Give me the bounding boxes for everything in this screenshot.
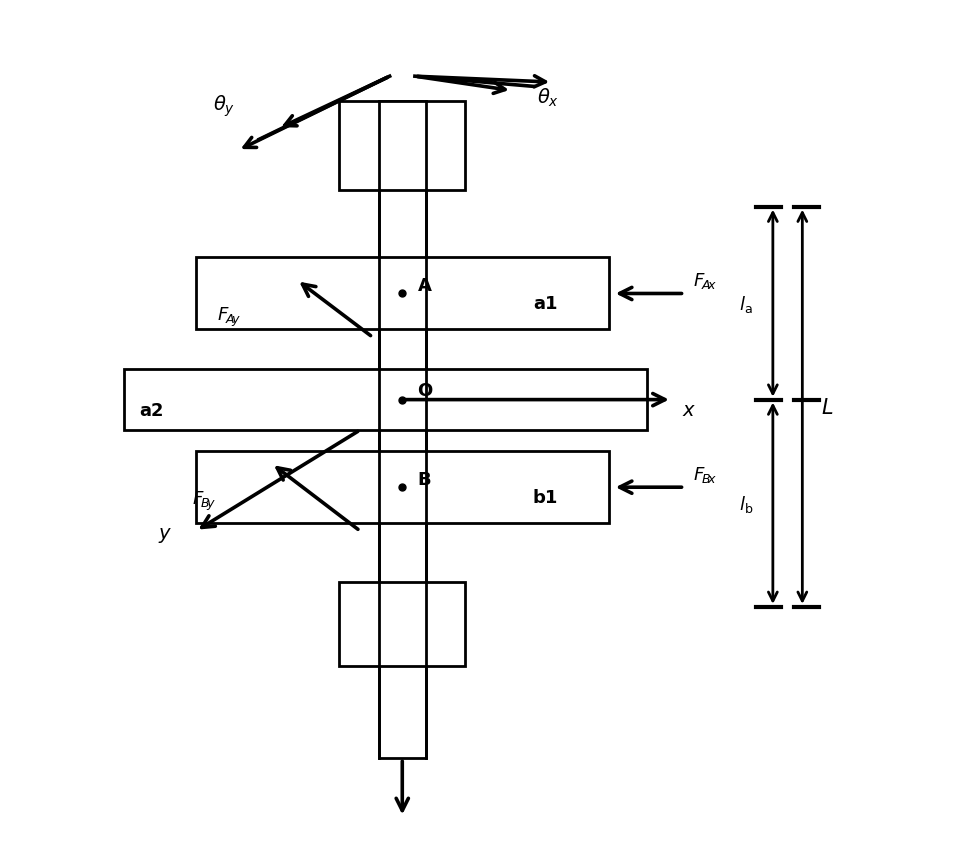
Bar xyxy=(196,258,609,329)
Bar xyxy=(340,582,465,666)
Text: a2: a2 xyxy=(139,401,164,419)
Text: B: B xyxy=(417,470,431,488)
Text: $\theta_x$: $\theta_x$ xyxy=(537,87,559,110)
Text: $x$: $x$ xyxy=(682,400,696,419)
Text: $L$: $L$ xyxy=(821,398,834,417)
Text: a1: a1 xyxy=(533,295,558,312)
Text: $F_{\!B\!x}$: $F_{\!B\!x}$ xyxy=(693,464,717,484)
Bar xyxy=(196,452,609,523)
Text: $\theta_y$: $\theta_y$ xyxy=(213,94,234,119)
Text: O: O xyxy=(417,382,433,400)
Text: $F_{\!B\!y}$: $F_{\!B\!y}$ xyxy=(192,490,216,512)
Text: A: A xyxy=(417,277,431,295)
Bar xyxy=(125,370,646,430)
Bar xyxy=(340,102,465,191)
Text: $l_{\mathrm{a}}$: $l_{\mathrm{a}}$ xyxy=(739,294,753,314)
Text: $F_{\!A\!x}$: $F_{\!A\!x}$ xyxy=(693,271,717,290)
Text: $y$: $y$ xyxy=(158,525,172,544)
Bar xyxy=(378,102,426,759)
Text: b1: b1 xyxy=(533,488,559,506)
Text: $F_{\!A\!y}$: $F_{\!A\!y}$ xyxy=(217,306,241,329)
Text: $l_{\mathrm{b}}$: $l_{\mathrm{b}}$ xyxy=(739,493,753,514)
